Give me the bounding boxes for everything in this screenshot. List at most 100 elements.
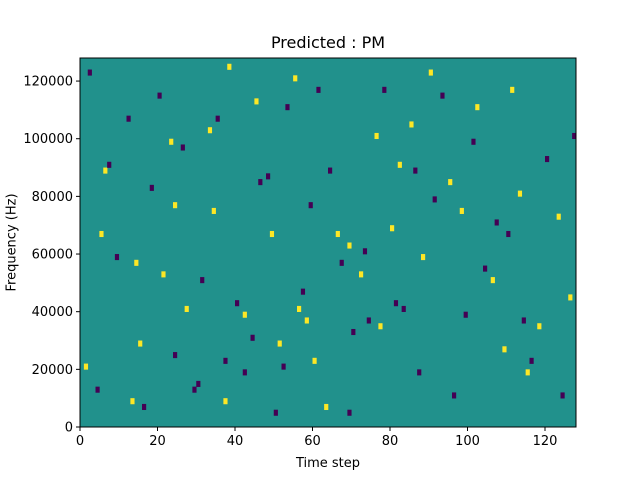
y-tick-label: 120000 — [23, 75, 73, 90]
heatmap-cell-low — [529, 357, 534, 364]
heatmap-cell-low — [250, 334, 255, 341]
heatmap-cell-low — [107, 161, 112, 168]
heatmap-cell-high — [138, 340, 143, 347]
heatmap-cell-high — [277, 340, 282, 347]
heatmap-cell-high — [324, 403, 329, 411]
heatmap-cell-high — [242, 311, 247, 318]
heatmap-cell-high — [502, 346, 507, 353]
heatmap-cell-high — [184, 305, 189, 312]
heatmap-cell-low — [401, 305, 406, 312]
heatmap-cell-high — [409, 121, 414, 128]
heatmap-cell-high — [161, 271, 166, 278]
heatmap-cell-low — [149, 184, 154, 191]
heatmap-cell-low — [393, 300, 399, 307]
x-tick-label: 20 — [149, 434, 166, 449]
y-tick-label: 60000 — [32, 248, 73, 263]
heatmap-cell-high — [293, 75, 298, 82]
heatmap-cell-low — [463, 311, 468, 318]
heatmap-cell-low — [560, 392, 565, 399]
heatmap-cell-high — [103, 167, 108, 174]
heatmap-cell-low — [362, 248, 368, 255]
heatmap-cell-low — [215, 115, 220, 122]
heatmap-cell-high — [459, 207, 464, 214]
heatmap-cell-low — [382, 86, 387, 93]
heatmap-cell-high — [227, 63, 232, 70]
x-tick-label: 100 — [455, 434, 480, 449]
heatmap-cell-low — [157, 92, 162, 99]
heatmap-cell-low — [223, 357, 228, 364]
heatmap-cell-high — [448, 179, 453, 186]
heatmap-cell-low — [347, 409, 352, 416]
heatmap-cell-high — [173, 202, 178, 209]
heatmap-cell-low — [432, 196, 437, 203]
heatmap-cell-low — [114, 254, 120, 261]
x-tick-label: 60 — [304, 434, 321, 449]
heatmap-cell-high — [428, 69, 433, 76]
heatmap-cell-high — [374, 132, 379, 140]
y-axis: 0 20000 40000 60000 80000 100000 120000 — [23, 75, 80, 436]
heatmap-cell-high — [211, 207, 216, 214]
heatmap-cell-low — [316, 86, 321, 93]
heatmap-cell-high — [169, 138, 174, 145]
heatmap-cell-high — [537, 323, 542, 330]
x-axis: 0 20 40 60 80 100 120 — [76, 427, 557, 449]
heatmap-cell-low — [200, 277, 205, 284]
heatmap-cell-low — [413, 167, 418, 174]
heatmap-cell-high — [207, 127, 213, 134]
heatmap-cell-high — [134, 259, 139, 266]
x-tick-label: 40 — [227, 434, 244, 449]
heatmap-cell-high — [83, 363, 89, 370]
y-axis-label: Frequency (Hz) — [5, 193, 20, 291]
heatmap-cell-high — [525, 369, 530, 376]
y-tick-label: 100000 — [23, 132, 73, 147]
heatmap-cell-low — [440, 92, 445, 99]
heatmap-cell-high — [510, 86, 515, 93]
heatmap-cell-high — [269, 230, 275, 238]
heatmap-cell-low — [545, 156, 550, 163]
plot-frame — [79, 57, 577, 428]
heatmap-cell-high — [378, 323, 383, 330]
heatmap-cell-high — [568, 294, 573, 301]
heatmap-cell-low — [506, 230, 511, 238]
heatmap-cell-high — [390, 225, 395, 232]
heatmap-cell-low — [572, 132, 577, 140]
heatmap-cell-low — [471, 138, 476, 145]
heatmap-cell-low — [366, 317, 371, 324]
y-tick-label: 0 — [65, 421, 73, 436]
heatmap-cell-low — [266, 173, 271, 180]
heatmap-cells — [83, 63, 577, 416]
heatmap-cell-low — [87, 69, 92, 76]
heatmap-cell-high — [130, 398, 135, 405]
heatmap-cell-high — [304, 317, 309, 324]
heatmap-background — [80, 58, 576, 427]
heatmap-cell-low — [95, 386, 100, 393]
y-tick-label: 20000 — [32, 363, 73, 378]
heatmap-cell-low — [417, 369, 422, 376]
x-tick-label: 0 — [76, 434, 84, 449]
heatmap-cell-high — [397, 161, 402, 168]
heatmap-cell-low — [308, 202, 313, 209]
heatmap-cell-low — [328, 167, 333, 174]
heatmap-cell-high — [421, 254, 426, 261]
plot-area — [79, 57, 577, 428]
heatmap-cell-high — [490, 277, 495, 284]
x-axis-label: Time step — [295, 456, 360, 471]
heatmap-cell-low — [483, 265, 488, 272]
heatmap-cell-low — [192, 386, 197, 393]
heatmap-cell-high — [475, 104, 480, 111]
heatmap-cell-low — [258, 179, 263, 186]
heatmap-cell-low — [242, 369, 247, 376]
heatmap-cell-low — [339, 259, 344, 266]
heatmap-cell-low — [142, 403, 147, 411]
heatmap-cell-low — [273, 409, 278, 416]
heatmap-cell-high — [359, 271, 364, 278]
x-tick-label: 80 — [382, 434, 399, 449]
heatmap-cell-high — [99, 230, 104, 238]
heatmap-cell-high — [254, 98, 259, 105]
heatmap-cell-high — [297, 305, 302, 312]
heatmap-cell-high — [223, 398, 228, 405]
heatmap-cell-low — [494, 219, 499, 226]
heatmap-cell-low — [173, 352, 178, 359]
chart-title: Predicted : PM — [271, 33, 385, 52]
